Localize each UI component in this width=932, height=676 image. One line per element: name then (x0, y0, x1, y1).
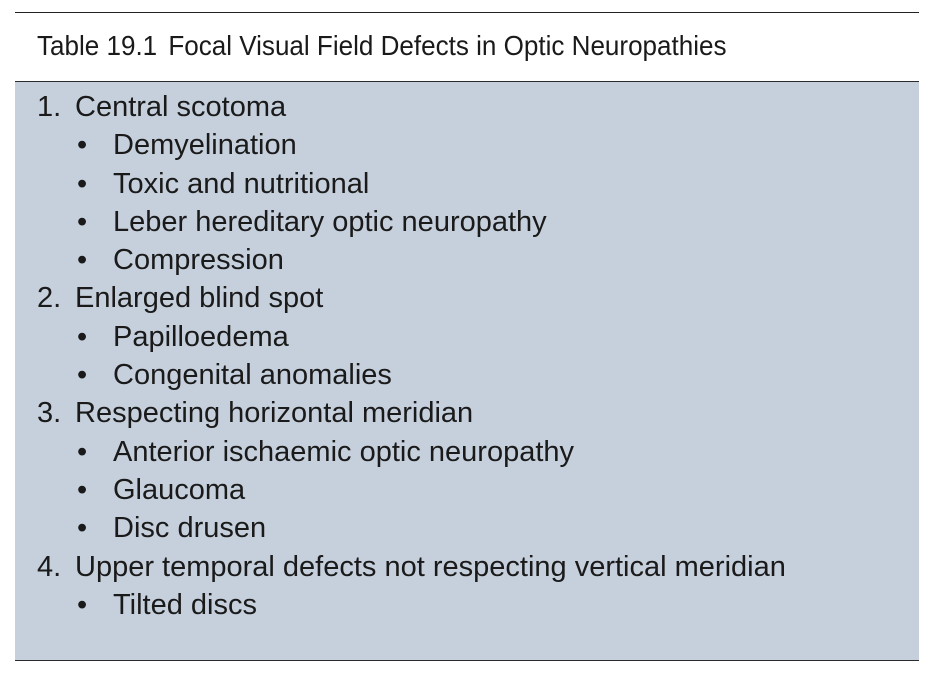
table-title: Focal Visual Field Defects in Optic Neur… (168, 30, 727, 61)
list-item: 4. Upper temporal defects not respecting… (37, 548, 897, 586)
sub-item-text: Toxic and nutritional (113, 167, 370, 200)
bullet-icon: • (77, 320, 88, 353)
bullet-icon: • (77, 359, 88, 392)
sub-item-text: Compression (113, 244, 284, 277)
item-text: Enlarged blind spot (75, 282, 324, 315)
bullet-icon: • (77, 512, 88, 545)
item-text: Upper temporal defects not respecting ve… (75, 550, 786, 583)
item-number: 2. (37, 282, 62, 315)
table-figure: Table 19.1 Focal Visual Field Defects in … (15, 12, 919, 662)
list-item: 1. Central scotoma (37, 88, 897, 126)
sub-item: • Glaucoma (37, 471, 897, 509)
item-text: Central scotoma (75, 91, 287, 123)
sub-item: • Toxic and nutritional (37, 165, 897, 203)
sub-item-text: Disc drusen (113, 512, 267, 545)
item-number: 3. (37, 397, 62, 430)
bullet-icon: • (77, 435, 88, 468)
sub-item-text: Tilted discs (113, 588, 257, 621)
sub-item: • Papilloedema (37, 318, 897, 356)
defect-list: 1. Central scotoma • Demyelination • Toxic… (37, 88, 897, 624)
sub-item: • Leber hereditary optic neuropathy (37, 203, 897, 241)
sub-item-text: Papilloedema (113, 320, 289, 353)
sub-item-text: Glaucoma (113, 473, 246, 506)
bullet-icon: • (77, 244, 88, 277)
list-item: 2. Enlarged blind spot (37, 279, 897, 317)
item-number: 4. (37, 550, 62, 583)
bullet-icon: • (77, 167, 88, 200)
sub-item: • Demyelination (37, 126, 897, 164)
sub-item-text: Congenital anomalies (113, 359, 392, 392)
sub-item: • Compression (37, 241, 897, 279)
table-body: 1. Central scotoma • Demyelination • Toxic… (15, 81, 919, 661)
bullet-icon: • (77, 588, 88, 621)
table-label: Table 19.1 (37, 30, 158, 61)
list-item: 3. Respecting horizontal meridian (37, 394, 897, 432)
item-text: Respecting horizontal meridian (75, 397, 474, 430)
bullet-icon: • (77, 473, 88, 506)
bullet-icon: • (77, 129, 88, 162)
sub-item-text: Leber hereditary optic neuropathy (113, 205, 547, 238)
bullet-icon: • (77, 205, 88, 238)
sub-item-text: Demyelination (113, 129, 297, 162)
sub-item: • Congenital anomalies (37, 356, 897, 394)
sub-item-text: Anterior ischaemic optic neuropathy (113, 435, 575, 468)
sub-item: • Anterior ischaemic optic neuropathy (37, 433, 897, 471)
top-rule (15, 12, 919, 13)
table-caption: Table 19.1 Focal Visual Field Defects in … (37, 26, 855, 66)
item-number: 1. (37, 91, 62, 123)
sub-item: • Tilted discs (37, 586, 897, 624)
sub-item: • Disc drusen (37, 509, 897, 547)
